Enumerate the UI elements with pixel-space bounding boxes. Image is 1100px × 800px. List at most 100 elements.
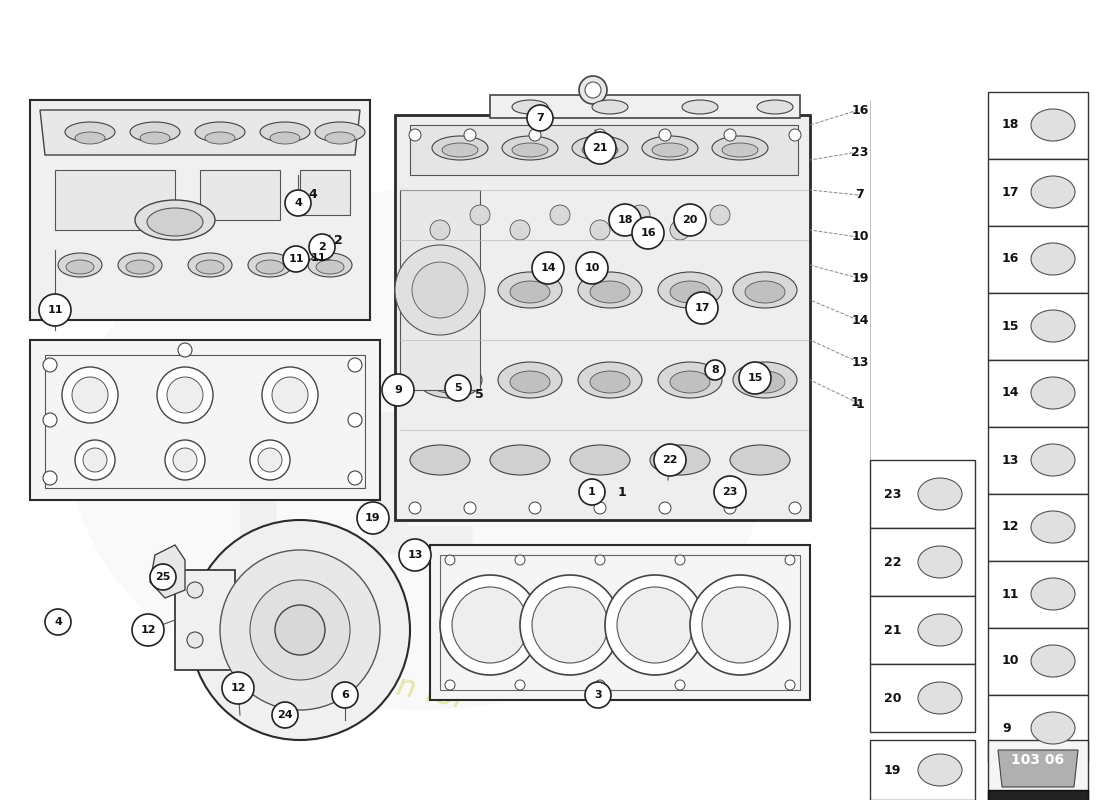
Bar (988, 293, 1088, 360)
Text: 19: 19 (365, 513, 381, 523)
Text: 103 06: 103 06 (1011, 753, 1065, 767)
Circle shape (43, 471, 57, 485)
Circle shape (630, 205, 650, 225)
Polygon shape (490, 95, 800, 118)
Ellipse shape (570, 445, 630, 475)
Ellipse shape (642, 136, 698, 160)
Circle shape (39, 294, 72, 326)
Ellipse shape (432, 136, 488, 160)
Circle shape (520, 575, 620, 675)
Ellipse shape (918, 478, 962, 510)
Ellipse shape (512, 143, 548, 157)
Text: 8: 8 (711, 365, 719, 375)
Circle shape (173, 448, 197, 472)
Circle shape (739, 362, 771, 394)
Circle shape (187, 582, 204, 598)
Circle shape (605, 575, 705, 675)
Ellipse shape (195, 122, 245, 142)
Text: 2: 2 (318, 242, 326, 252)
Circle shape (789, 502, 801, 514)
Circle shape (464, 502, 476, 514)
Ellipse shape (1031, 444, 1075, 476)
Ellipse shape (512, 100, 548, 114)
Bar (988, 360, 1088, 427)
Text: 23: 23 (851, 146, 869, 158)
Ellipse shape (578, 272, 642, 308)
Circle shape (446, 680, 455, 690)
Circle shape (527, 105, 553, 131)
Text: 13: 13 (1002, 454, 1020, 466)
Ellipse shape (730, 445, 790, 475)
Circle shape (464, 129, 476, 141)
Bar (400, 190, 480, 390)
Circle shape (594, 502, 606, 514)
Text: 16: 16 (851, 103, 869, 117)
Ellipse shape (757, 100, 793, 114)
Circle shape (167, 377, 204, 413)
Circle shape (348, 471, 362, 485)
Text: 20: 20 (884, 691, 902, 705)
Ellipse shape (490, 445, 550, 475)
Ellipse shape (670, 281, 710, 303)
Text: 14: 14 (1002, 386, 1020, 399)
Bar (870, 664, 975, 732)
Ellipse shape (1031, 176, 1075, 208)
Text: 10: 10 (851, 230, 869, 242)
Circle shape (632, 217, 664, 249)
Polygon shape (30, 340, 379, 500)
Ellipse shape (260, 122, 310, 142)
Ellipse shape (658, 362, 722, 398)
Circle shape (43, 413, 57, 427)
Bar (988, 628, 1088, 695)
Circle shape (446, 555, 455, 565)
Circle shape (283, 246, 309, 272)
Ellipse shape (188, 253, 232, 277)
Circle shape (272, 377, 308, 413)
Bar (988, 695, 1088, 762)
Text: 1: 1 (588, 487, 596, 497)
Bar (870, 528, 975, 596)
Text: 13: 13 (407, 550, 422, 560)
Ellipse shape (418, 362, 482, 398)
Ellipse shape (733, 362, 798, 398)
Circle shape (785, 555, 795, 565)
Text: 12: 12 (141, 625, 156, 635)
Text: 1: 1 (617, 486, 626, 499)
Circle shape (409, 502, 421, 514)
Circle shape (785, 680, 795, 690)
Ellipse shape (316, 260, 344, 274)
Circle shape (529, 129, 541, 141)
Circle shape (190, 520, 410, 740)
Circle shape (220, 550, 380, 710)
Circle shape (674, 204, 706, 236)
Circle shape (659, 502, 671, 514)
Circle shape (675, 680, 685, 690)
Circle shape (430, 220, 450, 240)
Circle shape (515, 555, 525, 565)
Ellipse shape (1031, 109, 1075, 141)
Ellipse shape (658, 272, 722, 308)
Circle shape (470, 205, 490, 225)
Circle shape (165, 440, 205, 480)
Ellipse shape (58, 253, 102, 277)
Circle shape (250, 440, 290, 480)
Ellipse shape (918, 546, 962, 578)
Text: 2: 2 (333, 234, 342, 246)
Ellipse shape (1031, 243, 1075, 275)
Text: 15: 15 (1002, 319, 1020, 333)
Text: 9: 9 (1002, 722, 1011, 734)
Circle shape (409, 129, 421, 141)
Ellipse shape (682, 100, 718, 114)
Polygon shape (998, 750, 1078, 787)
Text: 18: 18 (617, 215, 632, 225)
Ellipse shape (1031, 377, 1075, 409)
Bar (175, 570, 235, 670)
Ellipse shape (256, 260, 284, 274)
Ellipse shape (1031, 578, 1075, 610)
Text: 23: 23 (723, 487, 738, 497)
Text: 19: 19 (851, 271, 869, 285)
Text: 12: 12 (230, 683, 245, 693)
Circle shape (590, 220, 610, 240)
Bar (988, 790, 1088, 800)
Circle shape (358, 502, 389, 534)
